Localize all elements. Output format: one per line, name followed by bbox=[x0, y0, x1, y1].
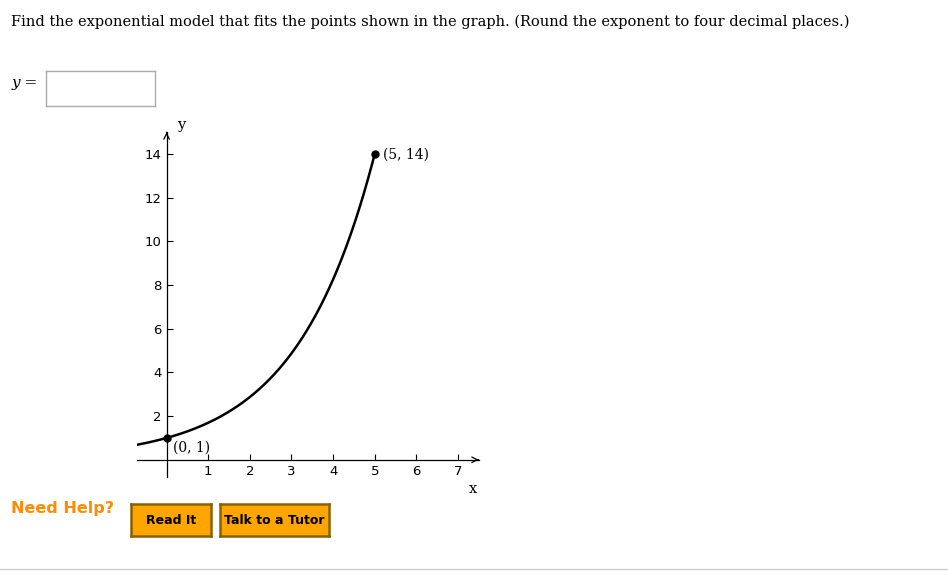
Text: (5, 14): (5, 14) bbox=[383, 147, 429, 162]
Text: Read It: Read It bbox=[146, 513, 196, 527]
Text: y =: y = bbox=[11, 76, 38, 90]
Text: Find the exponential model that fits the points shown in the graph. (Round the e: Find the exponential model that fits the… bbox=[11, 14, 849, 29]
Text: (0, 1): (0, 1) bbox=[173, 441, 210, 455]
Text: y: y bbox=[177, 118, 185, 132]
Text: x: x bbox=[468, 482, 477, 496]
Text: Need Help?: Need Help? bbox=[11, 501, 115, 516]
Text: Talk to a Tutor: Talk to a Tutor bbox=[224, 513, 325, 527]
